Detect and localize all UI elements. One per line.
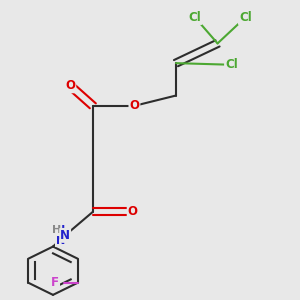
Text: Cl: Cl — [239, 11, 252, 24]
Text: H
N: H N — [56, 225, 65, 246]
Text: O: O — [129, 99, 140, 112]
Text: F: F — [51, 276, 59, 289]
Text: H: H — [52, 225, 61, 236]
Text: O: O — [128, 205, 138, 218]
Text: Cl: Cl — [189, 11, 201, 24]
Text: N: N — [60, 229, 70, 242]
Text: Cl: Cl — [225, 58, 238, 71]
Text: O: O — [65, 79, 75, 92]
